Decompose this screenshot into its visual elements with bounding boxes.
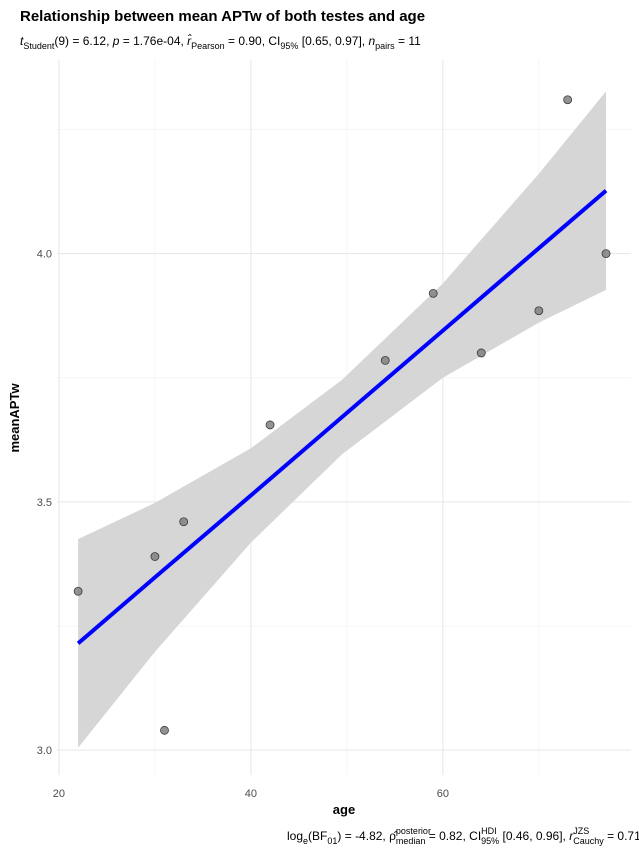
- text-segment: JZS: [573, 826, 589, 836]
- text-segment: Pearson: [191, 41, 225, 51]
- point: [73, 586, 83, 596]
- text-segment: median: [396, 836, 426, 846]
- text-segment: e: [303, 836, 308, 846]
- text-segment: (BF: [308, 829, 327, 843]
- point: [265, 420, 275, 430]
- point: [179, 517, 189, 527]
- text-segment: 01: [327, 836, 337, 846]
- text-segment: ) = -4.82,: [337, 829, 389, 843]
- point: [563, 95, 573, 105]
- point: [476, 348, 486, 358]
- chart-title: Relationship between mean APTw of both t…: [20, 8, 425, 25]
- point: [380, 355, 390, 365]
- text-segment: posterior: [396, 826, 431, 836]
- point: [150, 552, 160, 561]
- text-segment: t: [20, 34, 24, 48]
- point: [601, 249, 611, 259]
- point: [428, 288, 438, 298]
- y-tick-label: 4.0: [37, 249, 52, 261]
- text-segment: p: [112, 34, 120, 48]
- text-segment: (9) = 6.12,: [54, 34, 112, 48]
- text-segment: n: [368, 34, 375, 48]
- text-segment: 95%: [481, 836, 499, 846]
- y-tick-label: 3.5: [37, 497, 52, 509]
- x-tick-label: 40: [245, 788, 257, 800]
- text-segment: [0.65, 0.97],: [298, 34, 368, 48]
- text-segment: = 0.90, CI: [225, 34, 281, 48]
- text-segment: [0.46, 0.96],: [499, 829, 569, 843]
- point: [160, 725, 169, 735]
- text-segment: HDI: [481, 826, 497, 836]
- point: [534, 306, 544, 316]
- y-tick-label: 3.0: [37, 745, 52, 757]
- text-segment: r: [569, 829, 574, 843]
- text-segment: = 0.82, CI: [425, 829, 481, 843]
- text-segment: = 1.76e-04,: [119, 34, 187, 48]
- x-axis-label: age: [333, 802, 355, 817]
- text-segment: ρ̂: [389, 829, 398, 843]
- x-tick-label: 20: [53, 788, 65, 800]
- text-segment: log: [287, 829, 303, 843]
- chart-subtitle: tStudent(9) = 6.12, p = 1.76e-04, r̂Pear…: [20, 33, 421, 51]
- text-segment: Student: [23, 41, 55, 51]
- x-tick-label: 60: [437, 788, 449, 800]
- regression-line: [76, 189, 608, 645]
- text-segment: r̂: [187, 33, 192, 48]
- text-segment: = 11: [395, 34, 421, 48]
- y-axis-label: meanAPTw: [7, 383, 22, 453]
- chart-caption: loge(BF01) = -4.82, ρ̂posterior median = …: [287, 826, 639, 846]
- text-segment: = 0.71: [604, 829, 639, 843]
- text-segment: Cauchy: [573, 836, 604, 846]
- text-segment: pairs: [375, 41, 395, 51]
- text-segment: 95%: [280, 41, 298, 51]
